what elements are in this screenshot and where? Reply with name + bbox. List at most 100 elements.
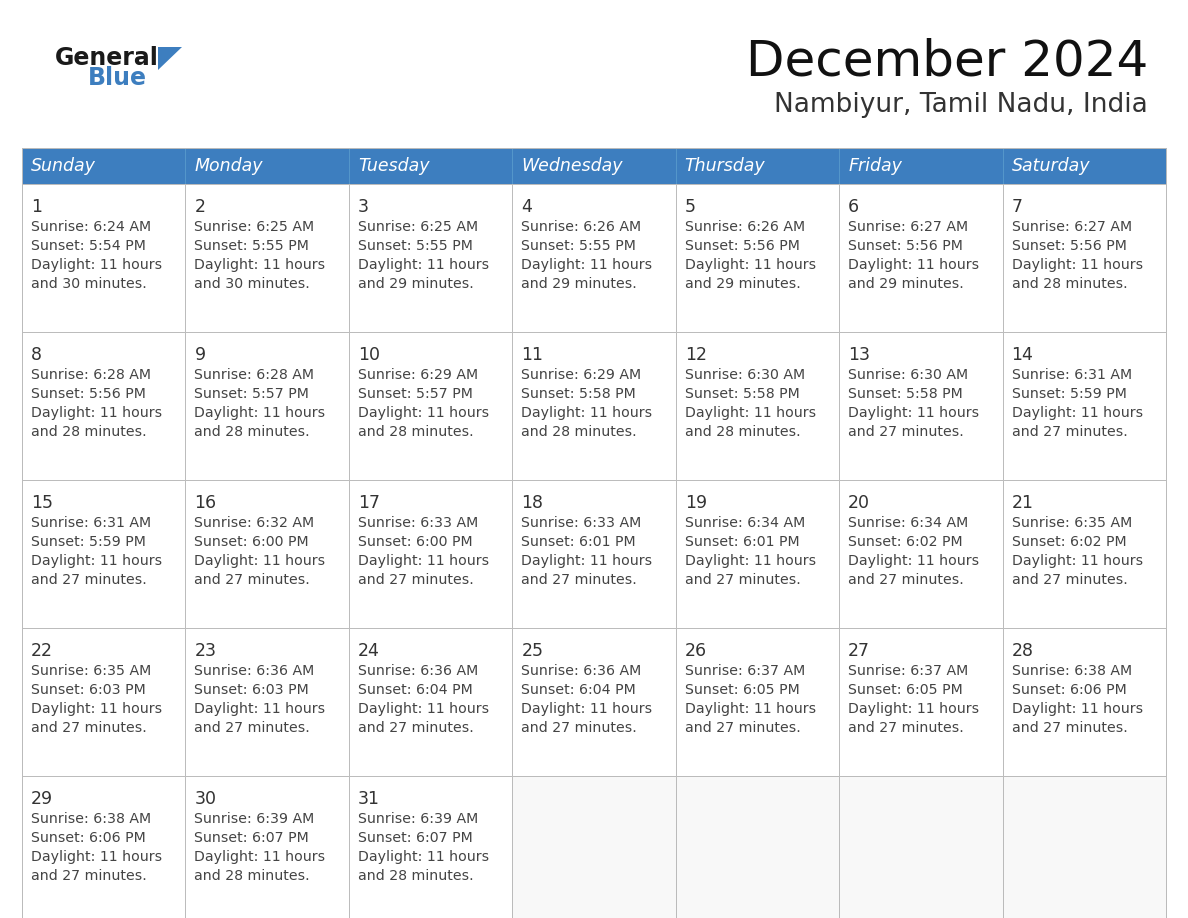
- Text: Sunrise: 6:27 AM: Sunrise: 6:27 AM: [1011, 220, 1132, 234]
- Text: Sunset: 6:07 PM: Sunset: 6:07 PM: [195, 831, 309, 845]
- Text: and 28 minutes.: and 28 minutes.: [358, 869, 474, 883]
- Text: Daylight: 11 hours: Daylight: 11 hours: [195, 406, 326, 420]
- Text: and 29 minutes.: and 29 minutes.: [848, 277, 963, 291]
- Text: Sunrise: 6:36 AM: Sunrise: 6:36 AM: [358, 664, 478, 678]
- Bar: [839, 148, 1003, 184]
- Text: and 27 minutes.: and 27 minutes.: [31, 721, 147, 735]
- Text: Sunset: 6:01 PM: Sunset: 6:01 PM: [522, 535, 636, 549]
- Bar: [23, 776, 185, 918]
- Text: Sunset: 5:59 PM: Sunset: 5:59 PM: [1011, 387, 1126, 401]
- Text: Sunset: 6:03 PM: Sunset: 6:03 PM: [195, 683, 309, 697]
- Text: Sunset: 6:07 PM: Sunset: 6:07 PM: [358, 831, 473, 845]
- Text: 1: 1: [31, 198, 42, 216]
- Text: Daylight: 11 hours: Daylight: 11 hours: [195, 702, 326, 716]
- Text: Sunset: 6:02 PM: Sunset: 6:02 PM: [1011, 535, 1126, 549]
- Text: Daylight: 11 hours: Daylight: 11 hours: [522, 258, 652, 272]
- Text: 28: 28: [1011, 642, 1034, 660]
- Text: Sunrise: 6:36 AM: Sunrise: 6:36 AM: [522, 664, 642, 678]
- Text: Sunset: 5:56 PM: Sunset: 5:56 PM: [848, 239, 963, 253]
- Bar: [676, 776, 839, 918]
- Text: Daylight: 11 hours: Daylight: 11 hours: [31, 554, 162, 568]
- Text: Daylight: 11 hours: Daylight: 11 hours: [195, 258, 326, 272]
- Text: Sunset: 5:58 PM: Sunset: 5:58 PM: [848, 387, 963, 401]
- Text: 8: 8: [31, 346, 42, 364]
- Text: 12: 12: [684, 346, 707, 364]
- Text: Tuesday: Tuesday: [358, 157, 429, 175]
- Text: Sunrise: 6:37 AM: Sunrise: 6:37 AM: [848, 664, 968, 678]
- Text: Daylight: 11 hours: Daylight: 11 hours: [1011, 554, 1143, 568]
- Text: and 28 minutes.: and 28 minutes.: [684, 425, 801, 439]
- Text: 18: 18: [522, 494, 543, 512]
- Text: and 27 minutes.: and 27 minutes.: [195, 721, 310, 735]
- Bar: [349, 628, 512, 776]
- Bar: [349, 184, 512, 332]
- Text: 9: 9: [195, 346, 206, 364]
- Text: Sunrise: 6:39 AM: Sunrise: 6:39 AM: [195, 812, 315, 826]
- Bar: [512, 480, 676, 628]
- Text: Sunrise: 6:36 AM: Sunrise: 6:36 AM: [195, 664, 315, 678]
- Text: Sunrise: 6:32 AM: Sunrise: 6:32 AM: [195, 516, 315, 530]
- Text: Daylight: 11 hours: Daylight: 11 hours: [848, 554, 979, 568]
- Text: and 27 minutes.: and 27 minutes.: [358, 573, 474, 587]
- Text: Sunrise: 6:30 AM: Sunrise: 6:30 AM: [848, 368, 968, 382]
- Text: and 27 minutes.: and 27 minutes.: [358, 721, 474, 735]
- Text: Daylight: 11 hours: Daylight: 11 hours: [848, 258, 979, 272]
- Text: Sunrise: 6:27 AM: Sunrise: 6:27 AM: [848, 220, 968, 234]
- Text: and 28 minutes.: and 28 minutes.: [522, 425, 637, 439]
- Text: Sunset: 6:04 PM: Sunset: 6:04 PM: [522, 683, 636, 697]
- Text: and 30 minutes.: and 30 minutes.: [31, 277, 147, 291]
- Bar: [512, 628, 676, 776]
- Bar: [23, 628, 185, 776]
- Bar: [839, 628, 1003, 776]
- Bar: [23, 184, 185, 332]
- Text: and 29 minutes.: and 29 minutes.: [684, 277, 801, 291]
- Text: Sunset: 6:00 PM: Sunset: 6:00 PM: [195, 535, 309, 549]
- Text: Daylight: 11 hours: Daylight: 11 hours: [31, 258, 162, 272]
- Text: Sunrise: 6:24 AM: Sunrise: 6:24 AM: [31, 220, 151, 234]
- Bar: [349, 480, 512, 628]
- Text: Sunrise: 6:33 AM: Sunrise: 6:33 AM: [522, 516, 642, 530]
- Text: and 28 minutes.: and 28 minutes.: [195, 869, 310, 883]
- Text: Sunrise: 6:26 AM: Sunrise: 6:26 AM: [522, 220, 642, 234]
- Text: Daylight: 11 hours: Daylight: 11 hours: [358, 406, 489, 420]
- Bar: [676, 628, 839, 776]
- Text: Thursday: Thursday: [684, 157, 765, 175]
- Text: Sunday: Sunday: [31, 157, 96, 175]
- Text: and 27 minutes.: and 27 minutes.: [848, 573, 963, 587]
- Text: Sunrise: 6:29 AM: Sunrise: 6:29 AM: [522, 368, 642, 382]
- Text: Sunset: 6:04 PM: Sunset: 6:04 PM: [358, 683, 473, 697]
- Bar: [185, 776, 349, 918]
- Text: Sunset: 5:55 PM: Sunset: 5:55 PM: [358, 239, 473, 253]
- Text: 16: 16: [195, 494, 216, 512]
- Bar: [23, 148, 185, 184]
- Text: 22: 22: [31, 642, 53, 660]
- Bar: [185, 628, 349, 776]
- Text: and 28 minutes.: and 28 minutes.: [358, 425, 474, 439]
- Text: Sunset: 5:55 PM: Sunset: 5:55 PM: [195, 239, 309, 253]
- Text: Sunset: 5:59 PM: Sunset: 5:59 PM: [31, 535, 146, 549]
- Text: 27: 27: [848, 642, 870, 660]
- Text: Daylight: 11 hours: Daylight: 11 hours: [31, 850, 162, 864]
- Text: 23: 23: [195, 642, 216, 660]
- Text: Daylight: 11 hours: Daylight: 11 hours: [195, 554, 326, 568]
- Text: Sunset: 6:06 PM: Sunset: 6:06 PM: [31, 831, 146, 845]
- Bar: [1003, 480, 1165, 628]
- Text: 17: 17: [358, 494, 380, 512]
- Bar: [676, 332, 839, 480]
- Bar: [676, 148, 839, 184]
- Text: Sunset: 6:03 PM: Sunset: 6:03 PM: [31, 683, 146, 697]
- Text: Sunrise: 6:28 AM: Sunrise: 6:28 AM: [31, 368, 151, 382]
- Text: 21: 21: [1011, 494, 1034, 512]
- Text: 25: 25: [522, 642, 543, 660]
- Bar: [839, 332, 1003, 480]
- Text: Daylight: 11 hours: Daylight: 11 hours: [358, 702, 489, 716]
- Text: Blue: Blue: [88, 66, 147, 90]
- Text: Daylight: 11 hours: Daylight: 11 hours: [522, 554, 652, 568]
- Bar: [512, 184, 676, 332]
- Text: and 27 minutes.: and 27 minutes.: [1011, 573, 1127, 587]
- Bar: [349, 148, 512, 184]
- Text: and 27 minutes.: and 27 minutes.: [684, 573, 801, 587]
- Bar: [1003, 184, 1165, 332]
- Text: Sunset: 5:56 PM: Sunset: 5:56 PM: [31, 387, 146, 401]
- Text: and 27 minutes.: and 27 minutes.: [848, 425, 963, 439]
